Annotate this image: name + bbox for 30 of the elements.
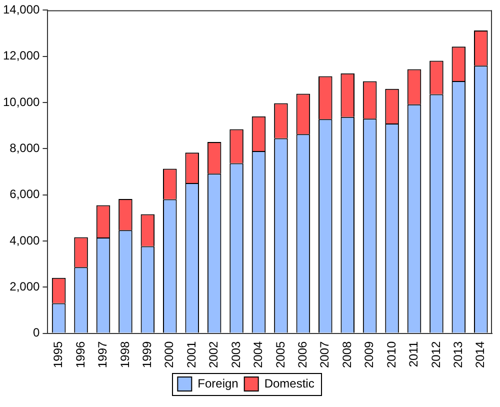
x-tick-label: 2001 <box>184 340 198 368</box>
y-tick-label: 6,000 <box>10 187 40 202</box>
x-tick-label: 2009 <box>362 340 376 368</box>
x-tick-label: 2002 <box>206 340 221 368</box>
legend-label: Foreign <box>198 376 238 390</box>
x-tick-label: 2000 <box>162 340 176 368</box>
x-tick-label: 1998 <box>118 340 132 368</box>
x-tick-label: 1996 <box>73 340 88 368</box>
x-tick-label: 2014 <box>473 340 488 368</box>
x-tick-label: 2012 <box>428 340 443 368</box>
y-tick-label: 2,000 <box>10 279 40 294</box>
y-tick-label: 10,000 <box>3 94 40 109</box>
y-tick-label: 4,000 <box>10 233 40 248</box>
x-tick-label: 2013 <box>450 340 465 368</box>
x-tick-label: 2007 <box>318 340 332 368</box>
x-tick-label: 2008 <box>340 340 354 368</box>
x-tick-label: 2006 <box>295 340 310 368</box>
legend-label: Domestic <box>264 376 314 390</box>
y-tick-label: 8,000 <box>10 140 40 155</box>
x-tick-label: 2004 <box>251 340 266 368</box>
y-tick-label: 0 <box>33 326 40 340</box>
y-tick-label: 14,000 <box>3 2 40 17</box>
x-tick-label: 1995 <box>51 340 66 368</box>
x-tick-label: 2005 <box>273 340 288 368</box>
x-tick-label: 2011 <box>406 340 421 368</box>
x-tick-label: 2010 <box>384 340 398 368</box>
x-tick-label: 1999 <box>140 340 154 368</box>
y-tick-label: 12,000 <box>3 48 40 63</box>
x-tick-label: 1997 <box>96 340 110 368</box>
x-tick-label: 2003 <box>228 340 243 368</box>
